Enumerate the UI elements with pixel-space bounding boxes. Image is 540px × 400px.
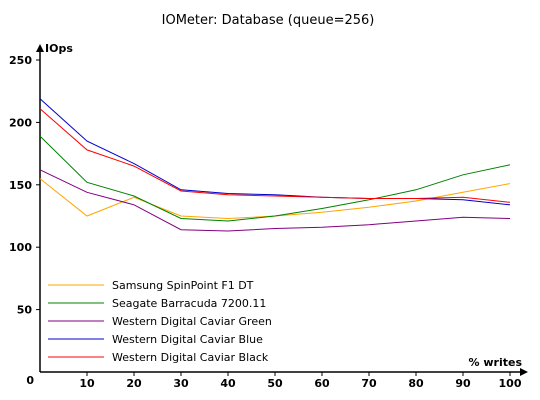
x-tick-label: 70 — [361, 377, 377, 390]
x-axis-arrow — [520, 368, 528, 376]
legend-label: Western Digital Caviar Black — [112, 351, 269, 364]
legend-label: Western Digital Caviar Green — [112, 315, 272, 328]
x-tick-label: 90 — [455, 377, 471, 390]
x-tick-label: 20 — [126, 377, 142, 390]
x-tick-label: 60 — [314, 377, 330, 390]
y-tick-label: 0 — [26, 374, 34, 387]
series-line-1 — [39, 135, 511, 222]
y-tick-label: 200 — [9, 116, 32, 129]
series-line-2 — [39, 169, 511, 232]
legend: Samsung SpinPoint F1 DT Seagate Barracuda… — [48, 279, 272, 364]
x-ticks: 10 20 30 40 50 60 70 80 90 100 — [79, 372, 522, 390]
legend-label: Seagate Barracuda 7200.11 — [112, 297, 266, 310]
y-tick-label: 50 — [17, 304, 33, 317]
y-ticks: 0 50 100 150 200 250 — [9, 54, 40, 387]
x-tick-label: 80 — [408, 377, 424, 390]
series-line-4 — [39, 108, 511, 203]
series-lines — [39, 98, 511, 232]
x-axis-label: % writes — [469, 356, 523, 369]
y-tick-label: 100 — [9, 241, 32, 254]
y-tick-label: 250 — [9, 54, 32, 67]
y-tick-label: 150 — [9, 179, 32, 192]
x-tick-label: 30 — [173, 377, 189, 390]
legend-label: Western Digital Caviar Blue — [112, 333, 263, 346]
x-tick-label: 10 — [79, 377, 95, 390]
series-line-3 — [39, 98, 511, 206]
legend-label: Samsung SpinPoint F1 DT — [112, 279, 254, 292]
x-tick-label: 40 — [220, 377, 236, 390]
axes — [36, 44, 528, 376]
chart-title: IOMeter: Database (queue=256) — [162, 13, 375, 28]
y-axis-arrow — [36, 44, 44, 52]
y-axis-label: IOps — [45, 42, 73, 55]
x-tick-label: 100 — [499, 377, 522, 390]
x-tick-label: 50 — [267, 377, 283, 390]
